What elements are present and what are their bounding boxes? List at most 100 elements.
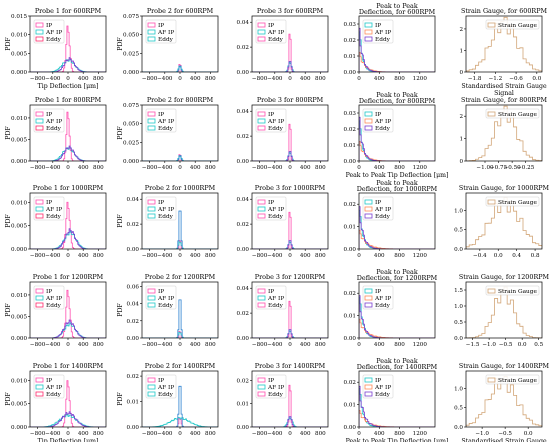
x-tick-label: −800 [252,165,268,171]
x-tick-label: −800 [252,342,268,348]
plot-area [252,123,328,161]
legend-label: Eddy [158,214,174,220]
x-tick-label: 0 [288,342,292,348]
y-tick-label: 0.01 [344,225,356,231]
panel-r1-c4: 0 1 2 −1.00−0.75−0.50−0.25 Strain Gauge, for… [459,96,547,171]
y-tick-label: 0.01 [344,143,356,149]
legend-box [485,108,540,119]
legend-swatch [257,125,266,131]
legend-swatch [147,199,156,205]
legend-swatch [35,302,44,308]
panel-title: Deflection, for 1200RPM [357,274,438,282]
legend-label: AF IP [157,30,174,36]
legend-swatch [35,288,44,294]
legend-label: IP [46,378,52,384]
y-tick-label: 0.00 [344,70,357,76]
y-tick-label: 0.00 [127,247,140,253]
x-tick-label: 0.5 [534,342,543,348]
panel-r2-c0: 0.000 0.005 0.010 −800 −400 0 400 800 Probe 1 fo… [5,184,107,259]
panel-r3-c0: 0.000 0.005 0.010 −800 −400 0 400 800 Probe 1 fo… [5,273,107,348]
x-tick-label: 0 [178,253,182,259]
y-tick-label: 0.00 [344,336,357,342]
x-tick-label: 400 [78,342,89,348]
y-tick-label: 0.02 [237,222,250,228]
x-tick-label: 0 [357,165,361,171]
y-tick-label: 0.0 [454,336,463,342]
series-eddy [142,299,218,338]
series-eddy [142,210,218,249]
legend-label: IP [158,23,164,29]
x-tick-label: 400 [300,76,311,82]
legend-label: AF IP [374,207,391,213]
x-tick-label: 0 [357,342,361,348]
panel-r4-c3: 0.00 0.01 0.02 0 400 800 1200 Peak to PeakDefle… [344,357,449,442]
x-tick-label: 0 [357,76,361,82]
panel-r3-c1: 0.00 0.02 0.04 0.06 −800 −400 0 400 800 Probe 2 f… [117,273,219,348]
y-axis-label: PDF [117,392,124,406]
axes-frame [358,281,436,339]
panel-title: Probe 1 for 800RPM [35,96,102,104]
x-tick-label: 0.0 [518,342,527,348]
y-tick-label: 0.02 [344,291,357,297]
panel-r0-c2: 0.00 0.02 0.04 −800 −400 0 400 800 Probe 3 for 6… [237,7,329,82]
legend-label: Eddy [268,392,284,398]
legend-swatch [257,36,266,42]
y-axis-label: PDF [117,37,124,51]
x-tick-label: 400 [300,342,311,348]
y-tick-label: 0.04 [237,286,250,292]
x-tick-label: 0.8 [531,253,540,259]
legend-label: IP [375,378,381,384]
y-tick-label: 0.00 [344,425,357,431]
y-tick-label: 0 [459,70,463,76]
y-tick-label: 0.0 [454,247,463,253]
legend-label: IP [375,112,381,118]
legend-swatch [35,36,44,42]
legend-label: IP [268,112,274,118]
x-tick-label: −400 [267,76,283,82]
panel-title: Deflection, for 1000RPM [357,185,438,193]
y-tick-label: 0.04 [127,302,140,308]
series-ip [142,154,218,161]
panel-title: Probe 2 for 600RPM [147,7,214,15]
y-tick-label: 0.000 [123,70,139,76]
x-tick-label: 0 [66,253,70,259]
y-tick-label: 0.010 [11,293,27,299]
legend-swatch [257,377,266,383]
x-tick-label: 1200 [413,165,428,171]
series-eddy [252,240,328,249]
series-eddy [252,329,328,338]
y-tick-label: 0.03 [344,111,357,117]
legend-label: Eddy [375,126,391,132]
legend-swatch [364,29,373,35]
y-tick-label: 0.010 [11,378,27,384]
axes-frame [465,15,543,73]
legend-swatch [364,125,373,131]
y-tick-label: 0.02 [237,311,250,317]
legend-swatch [364,118,373,124]
x-tick-label: −0.25 [517,165,535,171]
legend-swatch [364,288,373,294]
x-axis-label: Tip Deflection [μm] [38,438,99,442]
legend-swatch [364,295,373,301]
x-tick-label: −1.0 [475,431,489,437]
legend-swatch [257,302,266,308]
x-tick-label: 0 [288,76,292,82]
panel-r3-c3: 0.00 0.01 0.02 0 400 800 1200 Peak to PeakDefle… [344,268,438,348]
legend-swatch [147,302,156,308]
axes-frame [465,281,543,339]
legend-label: AF IP [157,296,174,302]
x-tick-label: 0 [357,253,361,259]
panel-title: Probe 2 for 1000RPM [145,184,216,192]
x-tick-label: −400 [157,253,173,259]
legend-swatch [257,295,266,301]
y-tick-label: 0.01 [344,403,356,409]
series-ip [30,380,106,427]
legend-swatch [257,118,266,124]
panel-title: Probe 2 for 1400RPM [145,362,216,370]
legend-label: IP [46,200,52,206]
x-tick-label: 0 [66,431,70,437]
